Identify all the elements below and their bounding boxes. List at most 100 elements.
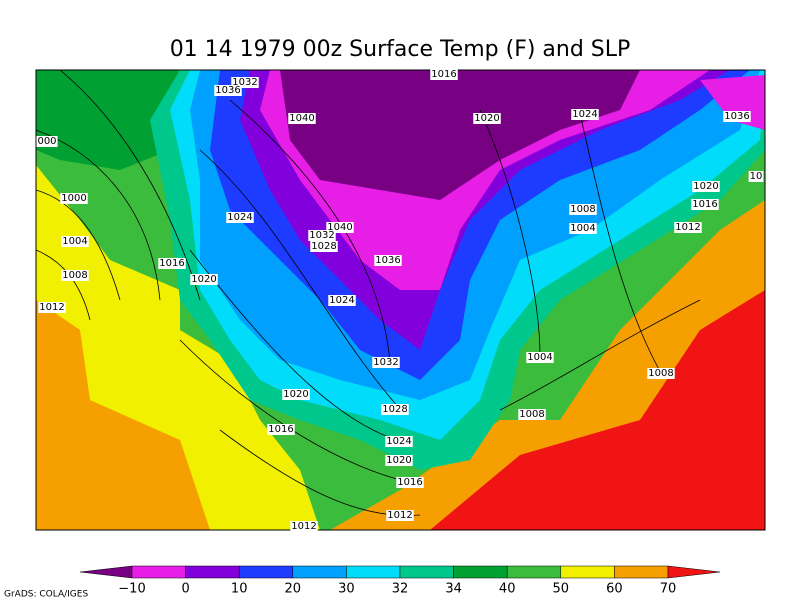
isobar-label-box: [372, 357, 400, 368]
isobar-label-box: [473, 113, 501, 124]
isobar-label-box: [38, 302, 66, 313]
isobar-label: 1020: [191, 274, 216, 285]
colorbar: −10 0 10 20 30 32 34 40 50 60 70: [79, 565, 721, 597]
isobar-label: 1036: [215, 85, 240, 96]
isobar-label-box: [226, 212, 254, 223]
isobar-label-box: [231, 77, 259, 88]
isobar-label: 000: [37, 136, 56, 147]
isobar-label: 1008: [62, 270, 87, 281]
isobar-label: 1012: [39, 302, 64, 313]
isobar-label-box: [308, 230, 336, 241]
isobar-label-box: [61, 270, 89, 281]
isobar-label-box: [310, 241, 338, 252]
isobar-label: 1036: [375, 255, 400, 266]
isobar-label-box: [748, 171, 764, 182]
colorbar-label: 50: [553, 582, 570, 597]
isobar-label: 1004: [527, 352, 552, 363]
isobar-label: 1032: [373, 357, 398, 368]
isobar-label-box: [526, 352, 554, 363]
isobar-label-box: [569, 223, 597, 234]
isobar-label-box: [290, 521, 318, 532]
isobar-label: 1024: [227, 212, 252, 223]
isobar-label-box: [158, 258, 186, 269]
isobar-label-box: [430, 69, 458, 80]
isobar-label: 1012: [675, 222, 700, 233]
colorbar-label: 32: [392, 582, 409, 597]
isobar-label-box: [386, 510, 414, 521]
isobar-label: 10: [750, 171, 763, 182]
isobar-label: 1000: [61, 193, 86, 204]
isobar-label-box: [723, 111, 751, 122]
isobar-label: 1008: [648, 368, 673, 379]
isobar-label: 1028: [311, 241, 336, 252]
isobar-label-box: [569, 204, 597, 215]
isobar-label: 1016: [692, 199, 717, 210]
isobar-label-box: [190, 274, 218, 285]
isobar-label: 1016: [431, 69, 456, 80]
isobar-label-box: [214, 85, 242, 96]
isobar-label-box: [692, 181, 720, 192]
isobar-label-box: [288, 113, 316, 124]
isobar-label: 1024: [329, 295, 354, 306]
isobar-label-box: [267, 424, 295, 435]
isobar-label: 1020: [693, 181, 718, 192]
isobar-label-box: [385, 455, 413, 466]
colorbar-label: 10: [231, 582, 248, 597]
colorbar-segment: [238, 565, 294, 579]
colorbar-label: 70: [660, 582, 677, 597]
colorbar-segment: [560, 565, 615, 579]
isobar-label: 1020: [283, 389, 308, 400]
map-title: 01 14 1979 00z Surface Temp (F) and SLP: [170, 37, 631, 62]
colorbar-low-triangle: [79, 565, 133, 579]
isobar-label-box: [381, 404, 409, 415]
isobar-label: 1032: [232, 77, 257, 88]
isobar-label-box: [328, 295, 356, 306]
isobar-label-box: [396, 477, 424, 488]
colorbar-segment: [185, 565, 240, 579]
isobar-label: 1004: [570, 223, 595, 234]
colorbar-label: 60: [606, 582, 623, 597]
credit: GrADS: COLA/IGES: [4, 590, 88, 600]
isobar-label: 1012: [387, 510, 412, 521]
isobar-label-box: [674, 222, 702, 233]
colorbar-segment: [453, 565, 508, 579]
isobar-label: 1012: [291, 521, 316, 532]
isobar-label-box: [571, 109, 599, 120]
isobar-label: 1040: [289, 113, 314, 124]
colorbar-segment: [399, 565, 454, 579]
colorbar-label: 0: [181, 582, 189, 597]
isobar-label-box: [518, 409, 546, 420]
isobar-label-box: [326, 222, 354, 233]
colorbar-label: 20: [285, 582, 302, 597]
isobar-label: 1016: [397, 477, 422, 488]
isobar-label-box: [385, 436, 413, 447]
isobar-label: 1036: [724, 111, 749, 122]
colorbar-segment: [292, 565, 347, 579]
colorbar-label: 30: [338, 582, 355, 597]
colorbar-label: −10: [118, 582, 145, 597]
isobar-label: 1016: [159, 258, 184, 269]
isobar-label-box: [60, 193, 88, 204]
isobar-label-box: [36, 136, 58, 147]
isobar-label: 1008: [570, 204, 595, 215]
isobar-label: 1024: [386, 436, 411, 447]
isobar-label: 1020: [474, 113, 499, 124]
isobar-label-box: [374, 255, 402, 266]
isobar-label: 1040: [327, 222, 352, 233]
isobar-label: 1024: [572, 109, 597, 120]
colorbar-segment: [346, 565, 401, 579]
colorbar-label: 34: [445, 582, 462, 597]
isobar-label: 1008: [519, 409, 544, 420]
isobar-label-box: [647, 368, 675, 379]
colorbar-label: 40: [499, 582, 516, 597]
isobar-label: 1004: [62, 236, 87, 247]
colorbar-segment: [614, 565, 669, 579]
colorbar-segment: [506, 565, 562, 579]
isobar-label: 1028: [382, 404, 407, 415]
isobar-label: 1032: [309, 230, 334, 241]
isobar-label: 1020: [386, 455, 411, 466]
isobar-labels: 1032 1036 1016 1040 1020 1024 1036 000 1…: [36, 69, 764, 532]
isobar-label-box: [282, 389, 310, 400]
isobar-label: 1016: [268, 424, 293, 435]
